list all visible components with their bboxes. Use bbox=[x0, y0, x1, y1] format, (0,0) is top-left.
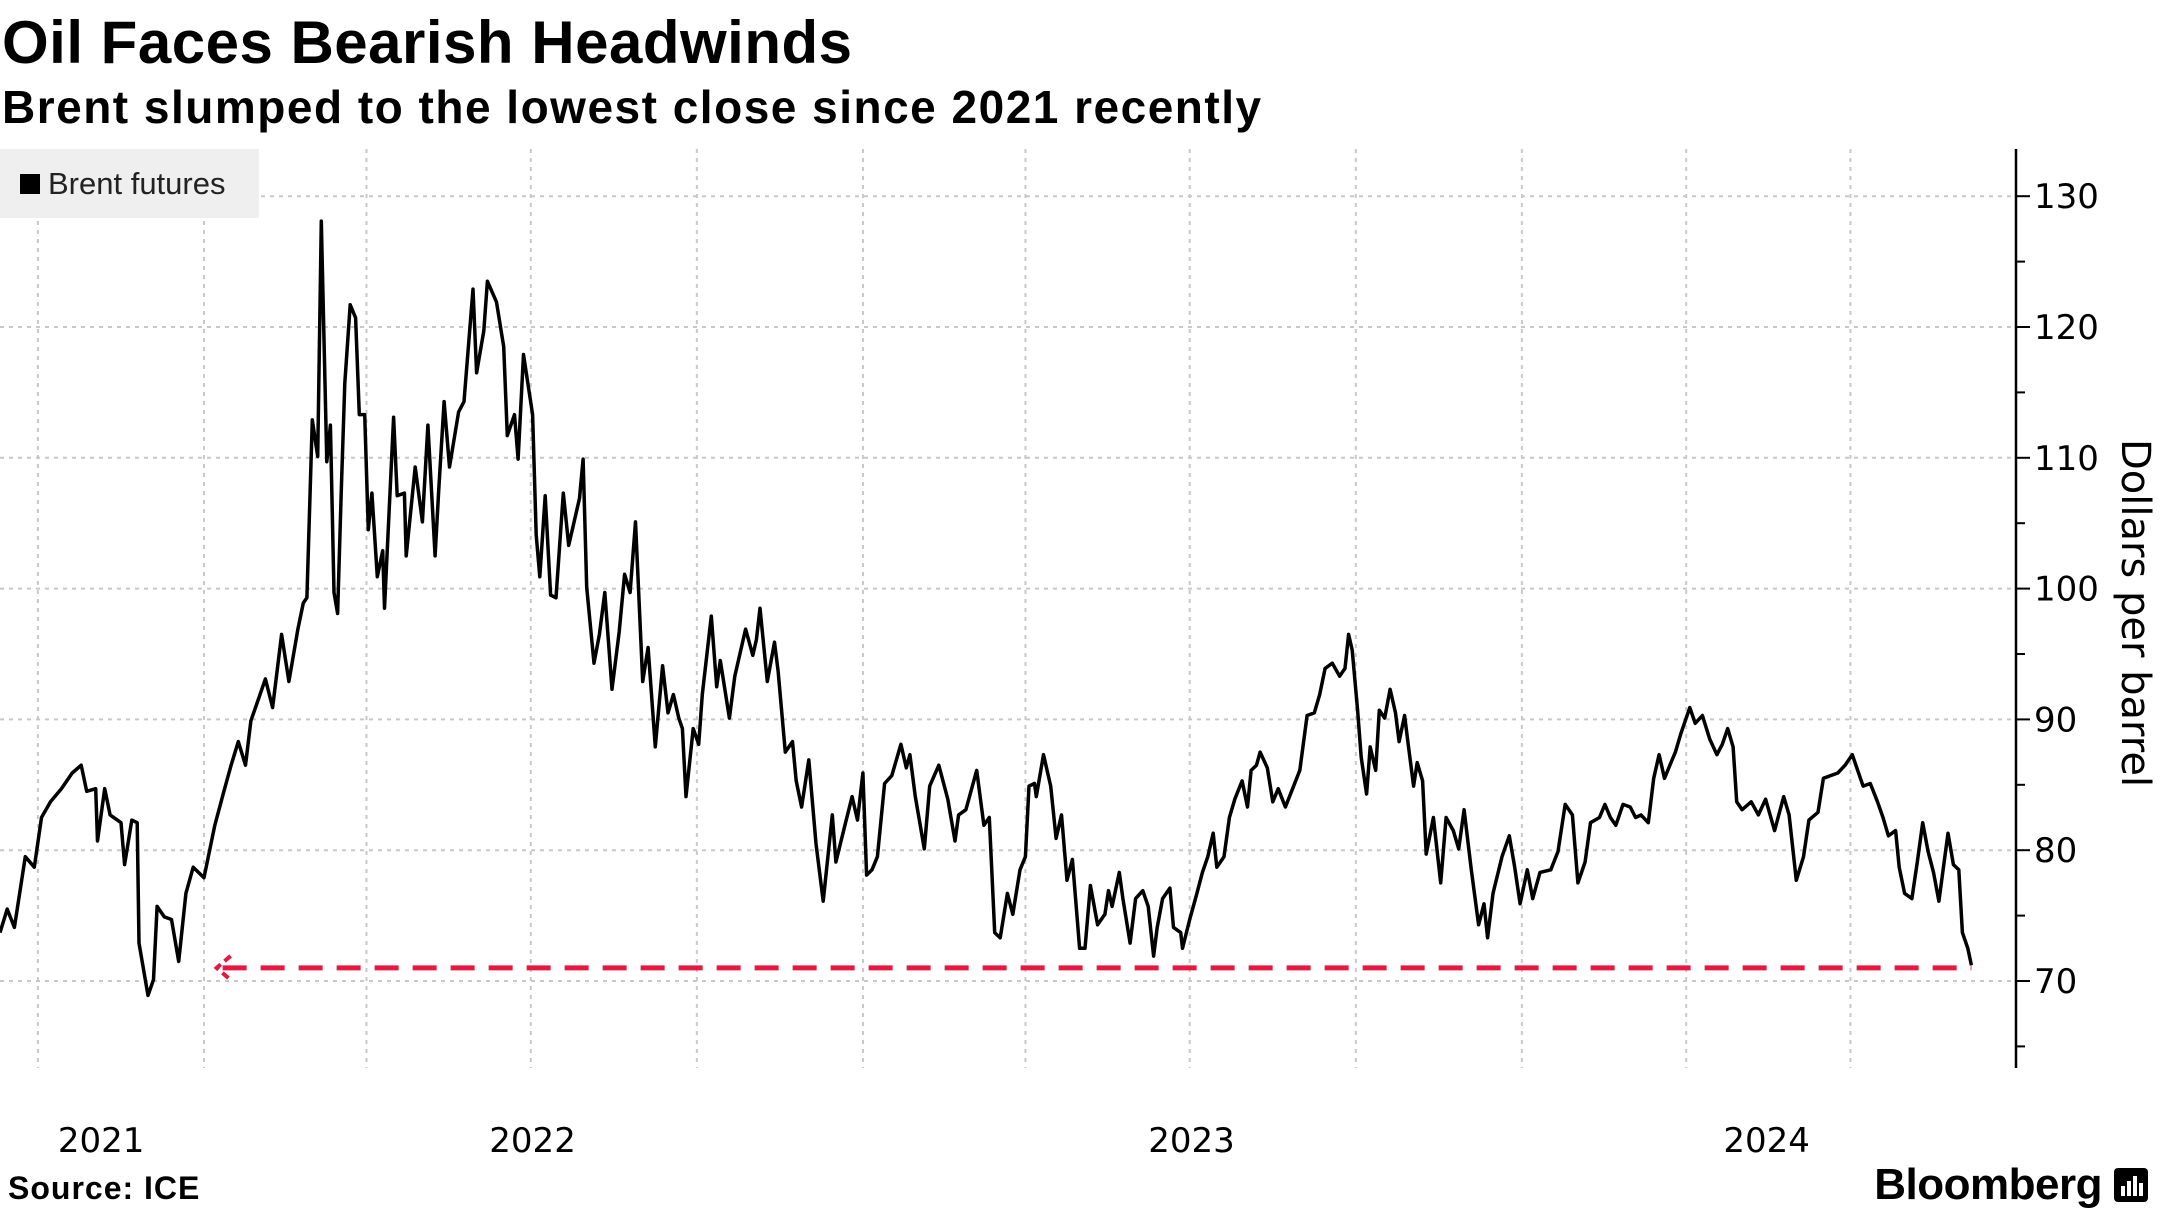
gridlines bbox=[0, 149, 2016, 1068]
reference-line-group bbox=[213, 954, 1972, 982]
x-tick-label: 2021 bbox=[58, 1121, 145, 1161]
y-tick-label: 70 bbox=[2034, 962, 2077, 1002]
series-group bbox=[0, 219, 1974, 998]
y-tick-label: 130 bbox=[2034, 177, 2099, 217]
y-tick-label: 120 bbox=[2034, 308, 2099, 348]
x-tick-label: 2024 bbox=[1723, 1121, 1810, 1161]
legend-swatch-brent bbox=[20, 173, 40, 194]
brand-name: Bloomberg bbox=[1874, 1160, 2102, 1209]
legend-label-brent: Brent futures bbox=[48, 165, 226, 201]
chart-subtitle: Brent slumped to the lowest close since … bbox=[2, 81, 1263, 133]
y-axis-label: Dollars per barrel bbox=[2112, 439, 2158, 787]
source-note: Source: ICE bbox=[8, 1170, 201, 1206]
y-axis: 70 80 90 100 110 120 130 bbox=[2014, 149, 2099, 1068]
y-tick-label: 100 bbox=[2034, 570, 2099, 610]
reference-arrow-icon bbox=[213, 954, 232, 982]
x-tick-label: 2023 bbox=[1148, 1121, 1235, 1161]
chart-title: Oil Faces Bearish Headwinds bbox=[2, 9, 853, 76]
brand-logo: Bloomberg bbox=[1874, 1160, 2148, 1210]
y-tick-label: 90 bbox=[2034, 700, 2077, 740]
x-axis-labels: 2021 2022 2023 2024 bbox=[58, 1121, 1810, 1161]
x-tick-label: 2022 bbox=[489, 1121, 576, 1161]
series-line-brent-futures bbox=[0, 219, 1974, 998]
y-tick-label: 80 bbox=[2034, 831, 2077, 871]
bloomberg-chart-icon bbox=[2114, 1168, 2148, 1202]
legend: Brent futures bbox=[0, 149, 259, 218]
y-tick-label: 110 bbox=[2034, 439, 2099, 479]
